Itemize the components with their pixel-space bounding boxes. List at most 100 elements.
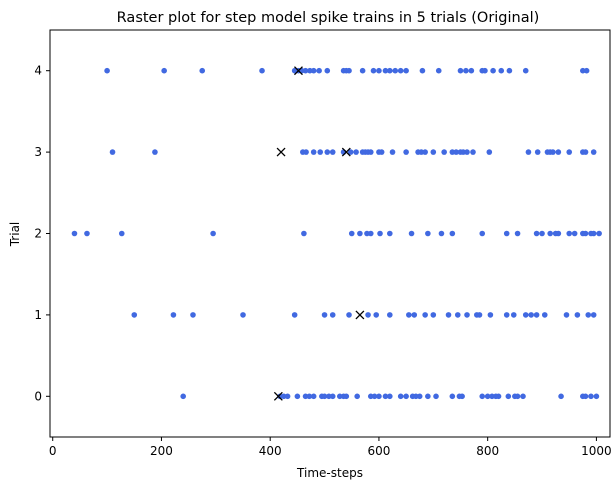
spike-point bbox=[558, 393, 564, 400]
y-axis-label: Trial bbox=[8, 222, 22, 248]
spike-point bbox=[555, 149, 562, 155]
spike-point bbox=[190, 312, 196, 318]
spike-point bbox=[310, 149, 317, 155]
spike-point bbox=[506, 67, 513, 74]
spike-point bbox=[449, 230, 456, 237]
y-tick-label: 2 bbox=[34, 227, 42, 241]
x-marker bbox=[355, 310, 365, 320]
spike-point bbox=[514, 393, 521, 400]
spike-point bbox=[84, 230, 90, 237]
spike-point bbox=[303, 149, 309, 155]
spike-point bbox=[464, 312, 470, 318]
spike-point bbox=[416, 393, 423, 400]
x-tick-label: 200 bbox=[150, 444, 173, 458]
spike-point bbox=[566, 149, 573, 155]
spike-point bbox=[346, 67, 352, 74]
spike-point bbox=[306, 393, 313, 400]
spike-point bbox=[498, 67, 505, 74]
spike-point bbox=[522, 312, 529, 318]
spike-point bbox=[464, 149, 470, 155]
spike-point bbox=[449, 393, 456, 400]
spike-point bbox=[329, 393, 336, 400]
spike-point bbox=[479, 393, 486, 400]
spike-point bbox=[457, 67, 464, 74]
spike-point bbox=[566, 230, 573, 237]
ticks-layer: 0 200 400 600 800 1000 0 1 2 3 4 bbox=[34, 64, 611, 458]
chart-title: Raster plot for step model spike trains … bbox=[117, 10, 540, 26]
spike-point bbox=[397, 67, 404, 74]
spike-point bbox=[377, 230, 383, 237]
spike-point bbox=[574, 312, 581, 318]
spike-point bbox=[392, 67, 399, 74]
spike-point bbox=[528, 312, 534, 318]
spike-point bbox=[284, 393, 291, 400]
spike-point bbox=[479, 230, 486, 237]
x-axis-label: Time-steps bbox=[296, 466, 363, 480]
x-marker bbox=[273, 391, 283, 401]
spike-point bbox=[210, 230, 216, 237]
spike-point bbox=[310, 393, 317, 400]
spike-point bbox=[563, 312, 570, 318]
spike-point bbox=[370, 67, 377, 74]
spike-point bbox=[291, 312, 298, 318]
spike-point bbox=[408, 230, 415, 237]
x-marker-stroke bbox=[276, 147, 286, 157]
spike-point bbox=[468, 67, 475, 74]
spike-point bbox=[403, 149, 409, 155]
plot-frame bbox=[49, 29, 611, 438]
spike-point bbox=[433, 393, 439, 400]
spike-point bbox=[302, 67, 309, 74]
spike-point bbox=[321, 312, 328, 318]
spike-point bbox=[495, 393, 502, 400]
spike-point bbox=[482, 67, 488, 74]
spike-point bbox=[317, 149, 324, 155]
spike-point bbox=[316, 67, 322, 74]
spike-point bbox=[590, 149, 597, 155]
spike-point bbox=[503, 312, 510, 318]
spike-point bbox=[387, 312, 393, 318]
spike-point bbox=[438, 230, 445, 237]
spike-point bbox=[180, 393, 186, 400]
spike-point bbox=[353, 149, 359, 155]
spike-point bbox=[359, 67, 366, 74]
spike-point bbox=[382, 67, 389, 74]
spike-point bbox=[422, 312, 428, 318]
y-tick-label: 4 bbox=[34, 64, 42, 78]
spike-point bbox=[463, 67, 469, 74]
spike-point bbox=[459, 393, 465, 400]
spike-point bbox=[533, 230, 540, 237]
spike-point bbox=[387, 393, 393, 400]
spike-point bbox=[445, 312, 452, 318]
spike-point bbox=[547, 230, 553, 237]
spike-point bbox=[118, 230, 125, 237]
spike-point bbox=[422, 149, 428, 155]
spike-point bbox=[301, 230, 307, 237]
spike-point bbox=[533, 312, 540, 318]
spike-point bbox=[294, 393, 301, 400]
x-marker bbox=[341, 147, 351, 157]
x-marker-stroke bbox=[273, 391, 283, 401]
spike-point bbox=[486, 149, 493, 155]
spike-point bbox=[367, 149, 374, 155]
spike-point bbox=[484, 393, 491, 400]
spike-point bbox=[109, 149, 116, 155]
x-tick-label: 1000 bbox=[581, 444, 612, 458]
spike-point bbox=[365, 312, 371, 318]
spike-point bbox=[425, 230, 431, 237]
spike-point bbox=[539, 230, 545, 237]
spike-point bbox=[310, 67, 317, 74]
spike-point bbox=[389, 149, 396, 155]
x-marker bbox=[276, 147, 286, 157]
spike-point bbox=[419, 67, 426, 74]
spike-point bbox=[585, 312, 592, 318]
spike-point bbox=[583, 67, 590, 74]
spike-point bbox=[382, 393, 389, 400]
spike-point bbox=[403, 67, 409, 74]
spike-point bbox=[259, 67, 265, 74]
spike-point bbox=[357, 230, 363, 237]
spike-point bbox=[378, 149, 385, 155]
spike-point bbox=[453, 149, 459, 155]
spike-point bbox=[329, 149, 336, 155]
spike-point bbox=[240, 312, 246, 318]
spike-point bbox=[593, 393, 600, 400]
